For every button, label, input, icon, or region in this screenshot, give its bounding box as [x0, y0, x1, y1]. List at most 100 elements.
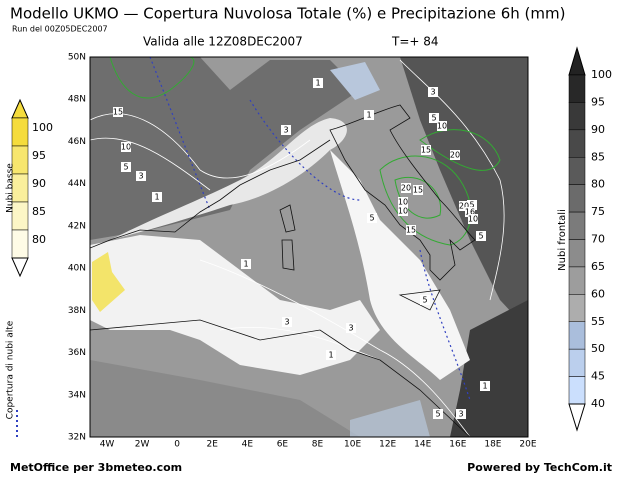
lon-label: 2W: [135, 440, 150, 450]
lead: T=+ 84: [391, 35, 439, 49]
contour-label: 16: [465, 208, 475, 217]
contour-label: 3: [458, 410, 463, 419]
scale-tick: 70: [591, 233, 605, 246]
lon-label: 10E: [344, 440, 361, 450]
scale-arrow: [11, 98, 29, 119]
contour-label: 3: [284, 318, 289, 327]
contour-label: 10: [121, 143, 131, 152]
contour-label: 5: [435, 410, 440, 419]
contour-label-bg: [459, 201, 469, 211]
lon-label: 12E: [379, 440, 396, 450]
contour-label-bg: [401, 183, 411, 193]
contour-label: 5: [469, 201, 474, 210]
scale-tick: 80: [591, 178, 605, 191]
lon-label: 4E: [242, 440, 254, 450]
scale-cell: [568, 157, 586, 185]
contour-label-bg: [398, 206, 408, 216]
contour-label: 3: [430, 88, 435, 97]
lat-label: 42N: [68, 221, 86, 231]
scale-tick: 85: [591, 150, 605, 163]
lat-label: 44N: [68, 179, 86, 189]
contour-label: 5: [369, 214, 374, 223]
footer-right: Powered by TechCom.it: [467, 461, 612, 474]
contour-label: 15: [406, 226, 416, 235]
scale-cell: [568, 102, 586, 131]
lat-label: 36N: [68, 348, 86, 358]
scale-cell: [568, 348, 586, 377]
footer-left: MetOffice per 3bmeteo.com: [10, 461, 182, 474]
left-scale-label: Nubi basse: [6, 163, 16, 213]
contour-label-bg: [326, 350, 336, 360]
scale-arrow: [11, 257, 29, 278]
contour-label-bg: [152, 192, 162, 202]
contour-label-bg: [346, 323, 356, 333]
contour-label-bg: [367, 213, 377, 223]
contour-label: 15: [413, 186, 423, 195]
contour-label-bg: [421, 145, 431, 155]
contour-label-bg: [406, 225, 416, 235]
contour-label: 15: [113, 108, 123, 117]
contour-label: 20: [450, 151, 460, 160]
contour-label-bg: [241, 259, 251, 269]
scale-tick: 50: [591, 342, 605, 355]
valid: Valida alle 12Z08DEC2007: [143, 35, 303, 49]
contour-label-bg: [413, 185, 423, 195]
contour-label: 10: [468, 215, 478, 224]
scale-tick: 80: [32, 233, 46, 246]
lat-label: 48N: [68, 95, 86, 105]
contour-label: 3: [283, 126, 288, 135]
scale-cell: [568, 376, 586, 405]
lat-label: 32N: [68, 433, 86, 443]
map-frame: [89, 56, 529, 438]
contour-label: 3: [138, 172, 143, 181]
contour-label: 1: [482, 382, 487, 391]
contour-label-bg: [429, 113, 439, 123]
scale-tick: 85: [32, 205, 46, 218]
contour-label-bg: [476, 231, 486, 241]
contour-label-bg: [121, 142, 131, 152]
scale-cell: [568, 239, 586, 268]
right-scale-label: Nubi frontali: [557, 209, 568, 271]
lat-label: 50N: [68, 53, 86, 63]
contour-label: 10: [398, 198, 408, 207]
scale-cell: [568, 321, 586, 350]
contour-label-bg: [398, 197, 408, 207]
scale-cell: [568, 184, 586, 213]
scale-tick: 55: [591, 315, 605, 328]
contour-label-bg: [420, 295, 430, 305]
scale-tick: 100: [591, 68, 612, 81]
lon-label: 18E: [484, 440, 501, 450]
contour-label-bg: [437, 121, 447, 131]
lon-label: 20E: [519, 440, 536, 450]
lon-label: 16E: [449, 440, 466, 450]
contour-label-bg: [468, 214, 478, 224]
contour-label: 1: [315, 79, 320, 88]
lon-label: 4W: [100, 440, 115, 450]
scale-cell: [11, 229, 29, 259]
contour-label: 20: [459, 202, 469, 211]
lon-label: 8E: [312, 440, 324, 450]
contour-label: 1: [243, 260, 248, 269]
scale-tick: 65: [591, 260, 605, 273]
scale-tick: 75: [591, 205, 605, 218]
scale-cell: [568, 294, 586, 323]
scale-tick: 95: [32, 149, 46, 162]
scale-arrow: [568, 403, 586, 432]
scale-cell: [11, 117, 29, 147]
contour-label-bg: [456, 409, 466, 419]
lat-label: 38N: [68, 306, 86, 316]
contour-label: 5: [431, 114, 436, 123]
contour-label-bg: [121, 162, 131, 172]
contour-label: 15: [421, 146, 431, 155]
lon-label: 0: [174, 440, 180, 450]
lat-label: 40N: [68, 264, 86, 274]
contour-label: 5: [123, 163, 128, 172]
scale-cell: [568, 266, 586, 295]
contour-label-bg: [136, 171, 146, 181]
scale-cell: [568, 211, 586, 240]
scale-tick: 45: [591, 370, 605, 383]
contour-label: 1: [366, 111, 371, 120]
contour-label-bg: [428, 87, 438, 97]
contour-label-bg: [433, 409, 443, 419]
